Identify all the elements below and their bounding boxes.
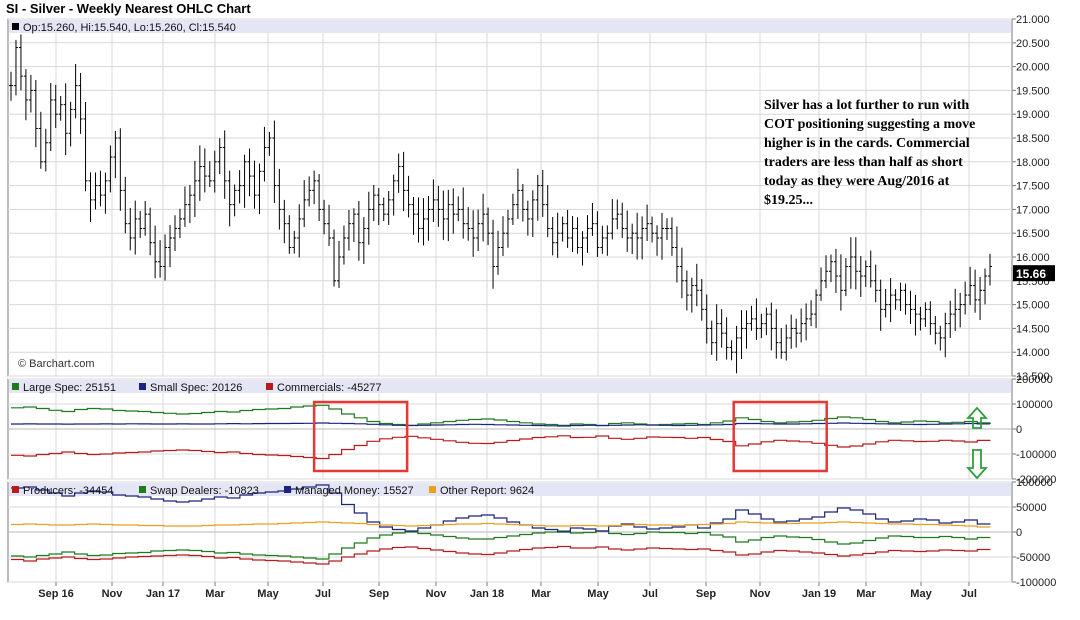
x-tick-label: Nov [102, 588, 124, 600]
highlight-box [732, 400, 828, 473]
cot-detail-panel: 100000 50000 0 -50000 -100000 Producers: -344… [7, 477, 1056, 589]
last-price-tag [1013, 265, 1055, 282]
x-tick-label: Jan 18 [470, 588, 504, 600]
x-tick-label: May [587, 588, 609, 600]
price-tick-label: 14.000 [1016, 347, 1050, 359]
cot-detail-tick-label: -100000 [1016, 577, 1056, 589]
cot-main-legend-bar [9, 380, 1011, 393]
x-tick-label: Jan 19 [802, 588, 836, 600]
price-tick-label: 16.000 [1016, 252, 1050, 264]
cot-main-series-commercials [11, 435, 991, 460]
price-tick-label: 20.500 [1016, 38, 1050, 50]
cot-main-tick-label: 100000 [1016, 399, 1053, 411]
cot-main-legend-swatch [266, 383, 273, 390]
cot-main-legend-swatch [12, 383, 19, 390]
x-tick-label: Sep 16 [38, 588, 73, 600]
x-tick-label: Mar [856, 588, 876, 600]
price-tick-label: 21.000 [1016, 14, 1050, 26]
price-tick-label: 20.000 [1016, 62, 1050, 74]
cot-main-legend-entry: Small Spec: 20126 [150, 382, 242, 394]
x-axis: Sep 16 Nov Jan 17 Mar May Jul Sep Nov Jan 18 Mar M… [38, 582, 977, 600]
arrow-up-icon [965, 406, 989, 429]
price-tick-label: 17.500 [1016, 181, 1050, 193]
cot-main-panel: 200000 100000 0 -100000 -200000 Large Spec: 2… [7, 374, 1056, 486]
cot-detail-series-producers [11, 545, 991, 565]
cot-detail-series-swap_dealers [11, 530, 991, 560]
cot-detail-legend-swatch [12, 486, 19, 493]
price-tick-label: 19.500 [1016, 85, 1050, 97]
cot-detail-legend-entry: Producers: -34454 [23, 485, 114, 497]
price-legend-bar [9, 20, 1011, 33]
x-tick-label: May [910, 588, 932, 600]
cot-detail-tick-label: -50000 [1016, 552, 1050, 564]
price-frame [7, 18, 1013, 377]
cot-main-tick-label: -100000 [1016, 449, 1056, 461]
x-tick-label: Nov [750, 588, 772, 600]
annotation-text: Silver has a lot further to run with COT… [764, 98, 976, 208]
price-panel: 21.000 20.500 20.000 19.500 19.000 18.500 18.0… [7, 14, 1055, 383]
price-tick-label: 17.000 [1016, 204, 1050, 216]
x-tick-label: Jul [642, 588, 658, 600]
x-tick-label: Sep [696, 588, 716, 600]
x-tick-label: Mar [205, 588, 225, 600]
x-tick-label: Mar [531, 588, 551, 600]
x-tick-label: Nov [426, 588, 448, 600]
cot-detail-tick-label: 50000 [1016, 502, 1047, 514]
cot-main-legend-entry: Large Spec: 25151 [23, 382, 116, 394]
cot-detail-legend-entry: Swap Dealers: -10823 [150, 485, 259, 497]
x-tick-label: Jul [961, 588, 977, 600]
cot-main-legend-swatch [139, 383, 146, 390]
cot-detail-legend-swatch [139, 486, 146, 493]
x-tick-label: Jan 17 [146, 588, 180, 600]
price-tick-label: 15.000 [1016, 300, 1050, 312]
cot-detail-series-other_report [11, 521, 991, 528]
x-tick-label: Sep [369, 588, 389, 600]
cot-main-legend-entry: Commercials: -45277 [277, 382, 382, 394]
cot-detail-tick-label: 100000 [1016, 477, 1053, 489]
chart-title: SI - Silver - Weekly Nearest OHLC Chart [6, 1, 251, 16]
cot-detail-tick-label: 0 [1016, 527, 1022, 539]
highlight-box [312, 400, 409, 473]
price-tick-label: 19.000 [1016, 109, 1050, 121]
arrow-down-icon [965, 449, 989, 480]
cot-detail-legend-entry: Managed Money: 15527 [295, 485, 414, 497]
cot-main-tick-label: 0 [1016, 424, 1022, 436]
last-price-label: 15.66 [1016, 267, 1046, 281]
cot-detail-series-managed_money [11, 484, 991, 533]
cot-main-series-small_spec [11, 422, 991, 427]
cot-main-tick-label: -200000 [1016, 474, 1056, 486]
price-tick-label: 18.000 [1016, 157, 1050, 169]
price-legend-swatch [12, 23, 19, 30]
price-tick-label: 14.500 [1016, 323, 1050, 335]
price-tick-label: 18.500 [1016, 133, 1050, 145]
x-tick-label: May [257, 588, 279, 600]
cot-detail-legend-swatch [284, 486, 291, 493]
x-tick-label: Jul [315, 588, 331, 600]
price-legend-text: Op:15.260, Hi:15.540, Lo:15.260, Cl:15.5… [23, 22, 236, 34]
price-tick-label: 16.500 [1016, 228, 1050, 240]
cot-main-series-large_spec [11, 404, 991, 427]
price-tick-label: 13.500 [1016, 371, 1050, 383]
cot-detail-legend-entry: Other Report: 9624 [440, 485, 534, 497]
cot-detail-legend-swatch [429, 486, 436, 493]
cot-main-tick-label: 200000 [1016, 374, 1053, 386]
watermark: © Barchart.com [18, 358, 95, 370]
